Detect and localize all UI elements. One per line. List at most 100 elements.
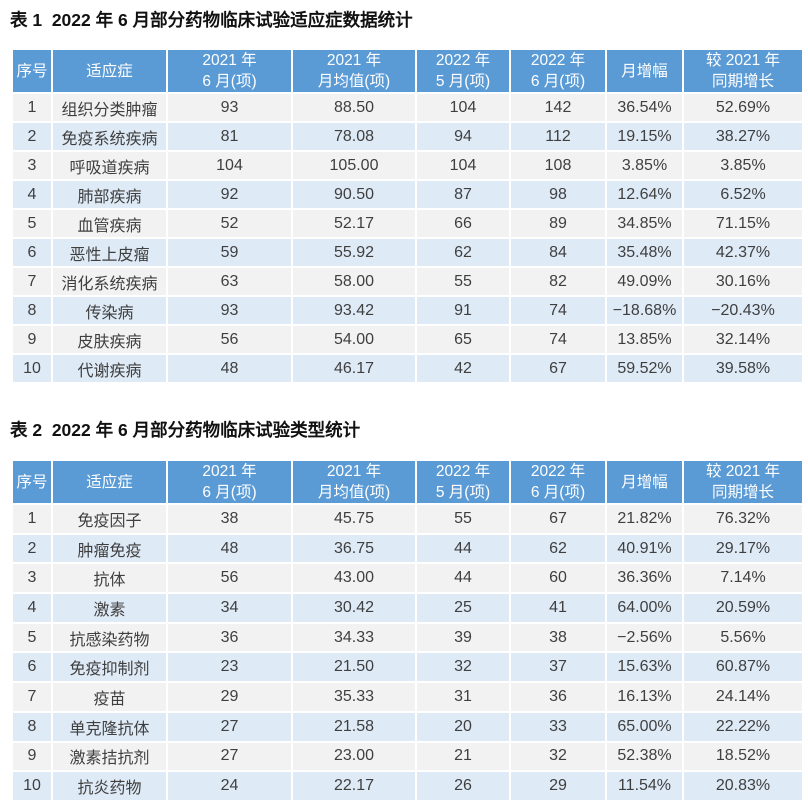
table-cell: 3.85% — [684, 152, 802, 181]
table2-title: 表 2 2022 年 6 月部分药物临床试验类型统计 — [10, 420, 361, 440]
table-cell: −18.68% — [607, 297, 684, 326]
table-cell: 52.69% — [684, 94, 802, 123]
table-cell: 32 — [417, 653, 511, 684]
table-cell: 90.50 — [293, 181, 417, 210]
table-cell: 3 — [13, 152, 53, 181]
table-cell: 5 — [13, 210, 53, 239]
table-cell: 45.75 — [293, 505, 417, 535]
column-header: 2021 年月均值(项) — [293, 50, 417, 94]
table-cell: 7.14% — [684, 564, 802, 595]
table-cell: 39 — [417, 623, 511, 654]
table-cell: 142 — [511, 94, 607, 123]
table-row: 6 免疫抑制剂 23 21.50 32 37 15.63% 60.87% — [13, 653, 802, 684]
table-cell: 8 — [13, 297, 53, 326]
table-cell: 65.00% — [607, 712, 684, 743]
table-row: 8 传染病 93 93.42 91 74 −18.68% −20.43% — [13, 297, 802, 326]
table-cell: 55 — [417, 268, 511, 297]
table-cell: 78.08 — [293, 123, 417, 152]
table-cell: 免疫抑制剂 — [53, 653, 168, 684]
table-row: 6 恶性上皮瘤 59 55.92 62 84 35.48% 42.37% — [13, 239, 802, 268]
table-cell: −20.43% — [684, 297, 802, 326]
column-header: 月增幅 — [607, 461, 684, 505]
table-cell: 21 — [417, 742, 511, 773]
table-cell: 22.22% — [684, 712, 802, 743]
table-cell: 34.85% — [607, 210, 684, 239]
table-cell: 34 — [168, 594, 293, 624]
table-cell: 16.13% — [607, 683, 684, 713]
table-cell: 71.15% — [684, 210, 802, 239]
table-cell: 7 — [13, 683, 53, 713]
table-cell: 87 — [417, 181, 511, 210]
table-cell: 76.32% — [684, 505, 802, 535]
table-cell: 35.33 — [293, 683, 417, 713]
table-row: 7 消化系统疾病 63 58.00 55 82 49.09% 30.16% — [13, 268, 802, 297]
table-cell: 5 — [13, 623, 53, 654]
column-header: 2021 年月均值(项) — [293, 461, 417, 505]
table-cell: 27 — [168, 742, 293, 773]
table-cell: 32.14% — [684, 326, 802, 355]
table-cell: 消化系统疾病 — [53, 268, 168, 297]
table-cell: 43.00 — [293, 564, 417, 595]
table-cell: 59 — [168, 239, 293, 268]
table-cell: 21.50 — [293, 653, 417, 684]
table-cell: 肿瘤免疫 — [53, 534, 168, 565]
table-cell: 112 — [511, 123, 607, 152]
table-cell: 36.75 — [293, 534, 417, 565]
table-row: 9 激素拮抗剂 27 23.00 21 32 52.38% 18.52% — [13, 742, 802, 773]
table-cell: 18.52% — [684, 742, 802, 773]
table-cell: 代谢疾病 — [53, 355, 168, 384]
table-cell: 12.64% — [607, 181, 684, 210]
table-cell: 传染病 — [53, 297, 168, 326]
table-cell: 10 — [13, 772, 53, 802]
table-cell: 26 — [417, 772, 511, 802]
table-cell: 44 — [417, 564, 511, 595]
table-cell: 皮肤疾病 — [53, 326, 168, 355]
table-cell: 27 — [168, 712, 293, 743]
column-header: 较 2021 年同期增长 — [684, 50, 802, 94]
table-cell: 11.54% — [607, 772, 684, 802]
table-cell: 88.50 — [293, 94, 417, 123]
table-cell: 21.82% — [607, 505, 684, 535]
table-row: 8 单克隆抗体 27 21.58 20 33 65.00% 22.22% — [13, 712, 802, 743]
table-cell: 63 — [168, 268, 293, 297]
table-cell: 104 — [417, 94, 511, 123]
table-cell: 89 — [511, 210, 607, 239]
table-cell: 39.58% — [684, 355, 802, 384]
table-cell: 抗感染药物 — [53, 623, 168, 654]
table-cell: 25 — [417, 594, 511, 624]
table-row: 10 抗炎药物 24 22.17 26 29 11.54% 20.83% — [13, 772, 802, 802]
table-cell: 42.37% — [684, 239, 802, 268]
table-cell: 29 — [168, 683, 293, 713]
table-cell: 10 — [13, 355, 53, 384]
table-cell: 4 — [13, 594, 53, 624]
table-cell: 20.83% — [684, 772, 802, 802]
table-cell: 93.42 — [293, 297, 417, 326]
table-cell: 44 — [417, 534, 511, 565]
table-cell: 组织分类肿瘤 — [53, 94, 168, 123]
column-header: 较 2021 年同期增长 — [684, 461, 802, 505]
table-cell: 54.00 — [293, 326, 417, 355]
table-cell: 82 — [511, 268, 607, 297]
table-cell: 37 — [511, 653, 607, 684]
table-cell: 7 — [13, 268, 53, 297]
table-cell: 55.92 — [293, 239, 417, 268]
table-cell: 65 — [417, 326, 511, 355]
table-cell: 22.17 — [293, 772, 417, 802]
table-cell: 24 — [168, 772, 293, 802]
table-cell: 1 — [13, 94, 53, 123]
table-cell: 激素 — [53, 594, 168, 624]
table-row: 9 皮肤疾病 56 54.00 65 74 13.85% 32.14% — [13, 326, 802, 355]
table-cell: 4 — [13, 181, 53, 210]
table-cell: 104 — [417, 152, 511, 181]
table-cell: 67 — [511, 355, 607, 384]
table-cell: 8 — [13, 712, 53, 743]
table-cell: 49.09% — [607, 268, 684, 297]
table-cell: 29.17% — [684, 534, 802, 565]
table-cell: 激素拮抗剂 — [53, 742, 168, 773]
table-cell: 105.00 — [293, 152, 417, 181]
